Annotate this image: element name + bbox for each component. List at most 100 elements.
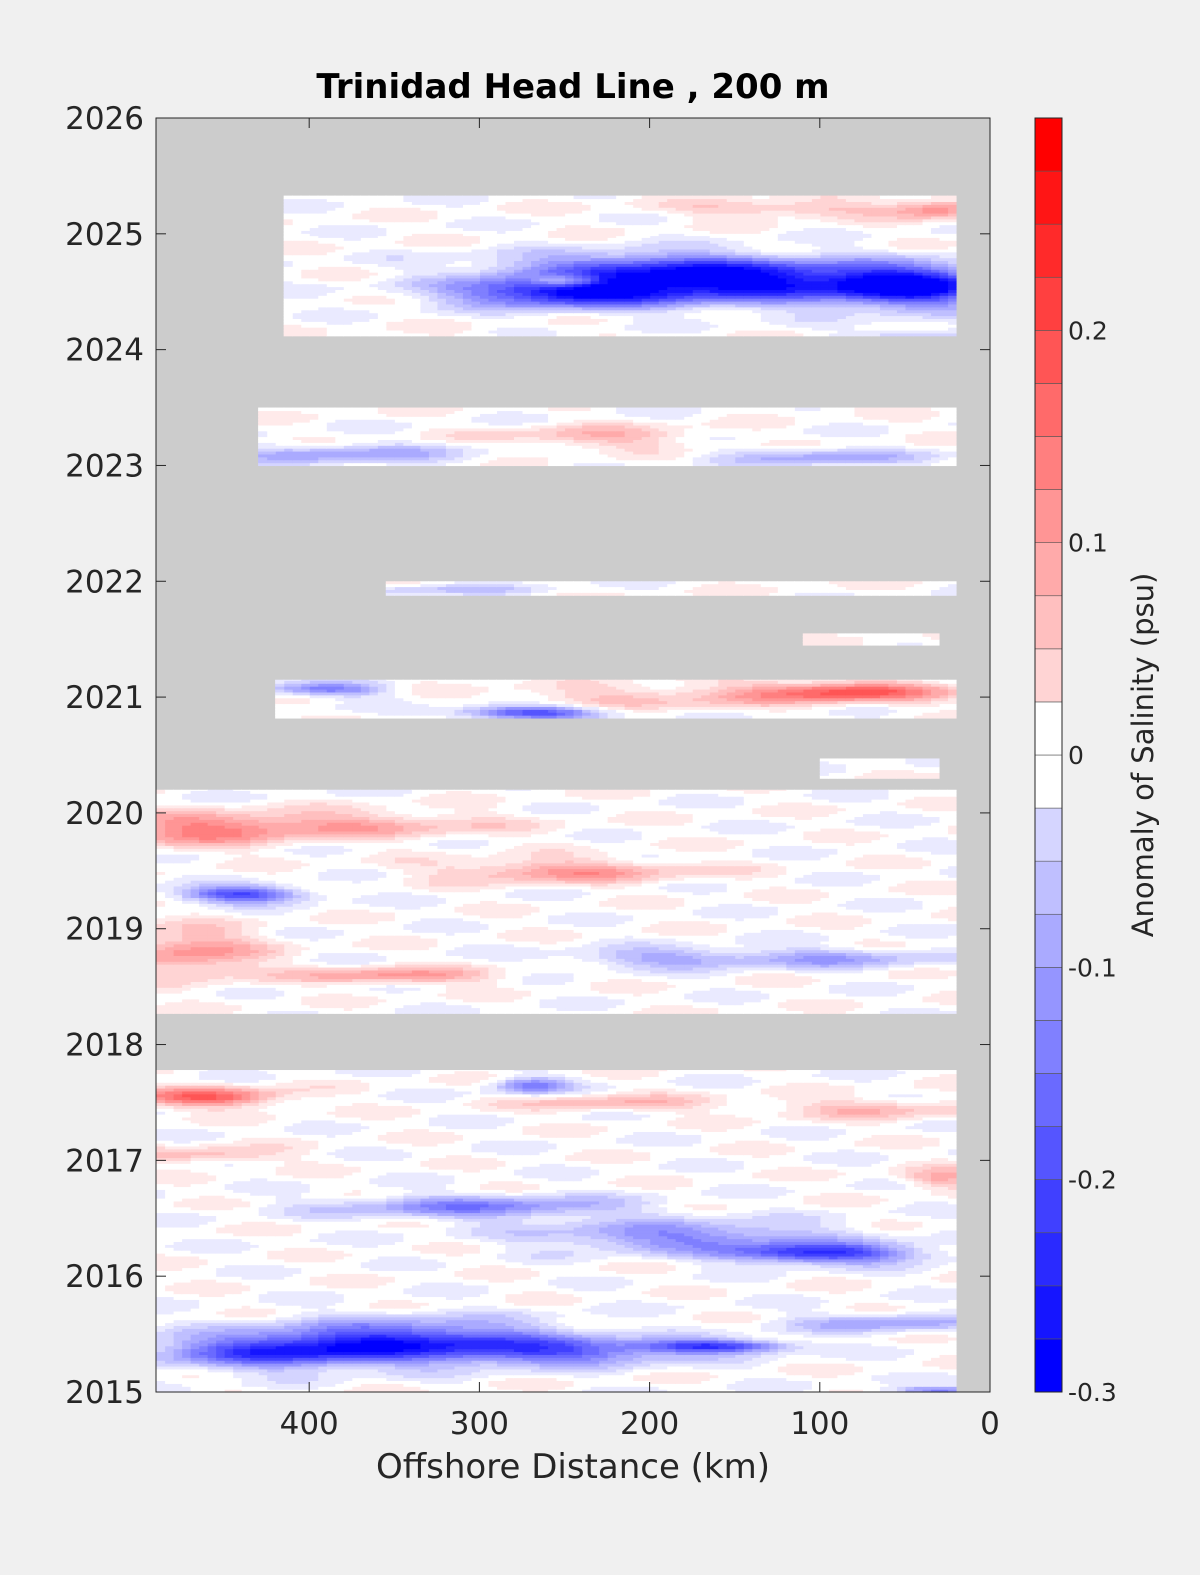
heatmap-cell	[343, 196, 352, 200]
heatmap-cell	[675, 196, 684, 200]
heatmap-cell	[930, 196, 939, 200]
data-band	[284, 196, 957, 237]
heatmap-cell	[301, 196, 310, 200]
heatmap-cell	[939, 236, 948, 238]
heatmap-cell	[794, 236, 803, 238]
heatmap-cell	[420, 236, 429, 238]
heatmap-cell	[837, 196, 846, 200]
heatmap-cell	[547, 236, 556, 238]
heatmap-cell	[692, 196, 701, 200]
heatmap-cell	[726, 196, 735, 200]
heatmap-cell	[479, 236, 488, 238]
heatmap-cell	[667, 236, 676, 238]
heatmap-cell	[352, 236, 361, 238]
heatmap-cell	[828, 236, 837, 238]
heatmap-cell	[530, 236, 539, 238]
heatmap-cell	[496, 236, 505, 238]
heatmap-cell	[896, 236, 905, 238]
heatmap-cell	[845, 196, 854, 200]
heatmap-cell	[947, 196, 956, 200]
heatmap-cell	[709, 196, 718, 200]
heatmap-cell	[309, 236, 318, 238]
data-band	[258, 408, 956, 467]
heatmap-cell	[837, 236, 846, 238]
heatmap-cell	[752, 196, 761, 200]
heatmap-cell	[590, 236, 599, 238]
heatmap-cell	[479, 196, 488, 200]
heatmap-cell	[599, 196, 608, 200]
heatmap-cell	[403, 196, 412, 200]
heatmap-cell	[556, 236, 565, 238]
heatmap-cell	[684, 196, 693, 200]
heatmap-cell	[360, 236, 369, 238]
heatmap-cell	[318, 196, 327, 200]
chart-title: Trinidad Head Line , 200 m	[316, 67, 829, 107]
heatmap-cell	[437, 196, 446, 200]
heatmap-cell	[845, 236, 854, 238]
heatmap-cell	[777, 236, 786, 238]
heatmap-cell	[913, 196, 922, 200]
heatmap-cell	[369, 196, 378, 200]
data-band	[284, 236, 957, 336]
heatmap-cell	[896, 196, 905, 200]
heatmap-cell	[292, 196, 301, 200]
heatmap-cell	[539, 196, 548, 200]
heatmap-cell	[905, 236, 914, 238]
heatmap-cell	[462, 236, 471, 238]
heatmap-cell	[377, 236, 386, 238]
heatmap-cell	[411, 196, 420, 200]
heatmap-cell	[420, 196, 429, 200]
heatmap-cell	[394, 196, 403, 200]
heatmap-cell	[811, 236, 820, 238]
heatmap-cell	[777, 196, 786, 200]
heatmap-cell	[564, 196, 573, 200]
heatmap-cell	[930, 236, 939, 238]
heatmap-cell	[650, 196, 659, 200]
heatmap-cell	[862, 196, 871, 200]
heatmap-cell	[522, 236, 531, 238]
heatmap-cell	[786, 196, 795, 200]
heatmap-cell	[505, 236, 514, 238]
heatmap-cell	[607, 196, 616, 200]
heatmap-cell	[769, 196, 778, 200]
heatmap-cell	[564, 236, 573, 238]
heatmap-cell	[386, 196, 395, 200]
heatmap-cell	[454, 236, 463, 238]
heatmap-cell	[590, 196, 599, 200]
heatmap-cell	[284, 236, 293, 238]
heatmap-cell	[913, 236, 922, 238]
heatmap-cell	[284, 196, 293, 200]
heatmap-cell	[726, 236, 735, 238]
heatmap-cell	[462, 196, 471, 200]
heatmap-cell	[343, 236, 352, 238]
heatmap-cell	[369, 236, 378, 238]
heatmap-cell	[820, 236, 829, 238]
heatmap-cell	[871, 196, 880, 200]
heatmap-cell	[701, 236, 710, 238]
heatmap-cell	[743, 236, 752, 238]
heatmap-cell	[803, 236, 812, 238]
heatmap-cell	[488, 236, 497, 238]
heatmap-cell	[709, 236, 718, 238]
heatmap-cell	[624, 236, 633, 238]
heatmap-cell	[556, 196, 565, 200]
heatmap-cell	[547, 196, 556, 200]
heatmap-cell	[530, 196, 539, 200]
heatmap-cell	[658, 236, 667, 238]
heatmap-cell	[735, 196, 744, 200]
heatmap-cell	[573, 196, 582, 200]
heatmap-cell	[445, 236, 454, 238]
heatmap-cell	[905, 196, 914, 200]
heatmap-cell	[309, 196, 318, 200]
heatmap-cell	[794, 196, 803, 200]
heatmap-cell	[939, 196, 948, 200]
heatmap-cell	[522, 196, 531, 200]
heatmap-cell	[922, 236, 931, 238]
heatmap-cell	[301, 236, 310, 238]
heatmap-cell	[292, 236, 301, 238]
heatmap-cell	[752, 236, 761, 238]
heatmap-cell	[820, 196, 829, 200]
heatmap-cell	[582, 196, 591, 200]
heatmap-cell	[684, 236, 693, 238]
